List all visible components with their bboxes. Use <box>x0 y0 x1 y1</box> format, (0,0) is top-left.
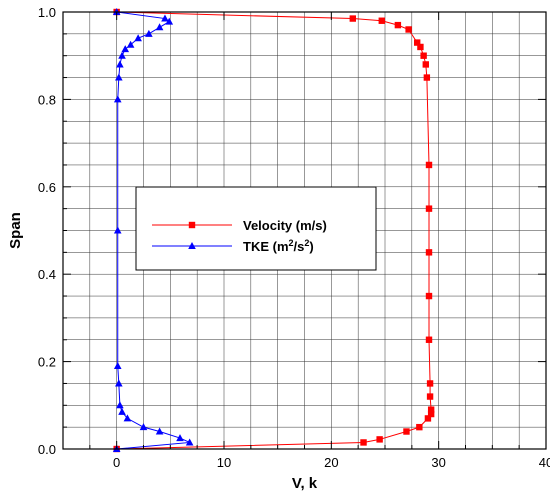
tke-point <box>139 423 148 431</box>
legend-velocity-label: Velocity (m/s) <box>243 218 327 233</box>
tke-point <box>176 434 184 442</box>
y-tick-label: 0.0 <box>38 442 56 457</box>
tke-point <box>155 427 164 435</box>
x-axis-label: V, k <box>292 475 318 492</box>
velocity-point <box>426 380 434 387</box>
ticks: 0 10 20 30 40 0.0 0.2 0.4 0.6 0.8 1.0 <box>38 5 550 470</box>
tke-point <box>115 73 123 81</box>
velocity-point <box>422 61 429 68</box>
tke-point <box>118 407 126 415</box>
x-tick-label: 20 <box>324 455 338 470</box>
velocity-point <box>405 26 412 33</box>
velocity-point <box>378 17 385 24</box>
velocity-point <box>423 74 431 81</box>
velocity-point <box>376 436 383 443</box>
velocity-point <box>425 161 433 169</box>
tke-point <box>161 14 169 22</box>
y-tick-label: 0.4 <box>38 267 56 282</box>
legend-velocity-marker <box>188 221 196 229</box>
grid <box>63 12 546 449</box>
velocity-point <box>425 336 433 343</box>
tke-point <box>185 438 194 446</box>
tke-point <box>123 414 132 422</box>
tke-point <box>155 23 164 31</box>
tke-point <box>145 29 153 37</box>
x-tick-label: 40 <box>539 455 550 470</box>
velocity-point <box>394 21 402 29</box>
velocity-point <box>420 52 427 59</box>
velocity-point <box>427 410 435 418</box>
y-tick-label: 0.8 <box>38 92 56 107</box>
legend-box <box>135 186 377 271</box>
tke-series <box>112 8 194 452</box>
velocity-point <box>425 292 433 300</box>
y-tick-label: 1.0 <box>38 5 56 20</box>
velocity-point <box>360 439 367 446</box>
tke-point <box>121 45 130 53</box>
tke-point <box>116 60 124 68</box>
velocity-point <box>349 15 356 22</box>
velocity-point <box>427 406 435 413</box>
tke-point <box>115 379 123 387</box>
velocity-point <box>414 39 421 46</box>
x-tick-label: 30 <box>431 455 445 470</box>
velocity-point <box>416 423 423 431</box>
velocity-point <box>424 415 432 422</box>
y-tick-label: 0.6 <box>38 180 56 195</box>
velocity-point <box>403 428 410 435</box>
tke-point <box>116 401 124 409</box>
tke-point <box>165 17 174 25</box>
series-layer <box>112 8 435 453</box>
tke-point <box>113 95 122 103</box>
tke-point <box>113 361 122 369</box>
velocity-point <box>417 43 424 51</box>
velocity-point <box>425 249 433 256</box>
y-tick-label: 0.2 <box>38 355 56 370</box>
x-tick-label: 10 <box>217 455 231 470</box>
y-axis-label: Span <box>7 212 24 249</box>
legend-tke-marker <box>188 242 196 249</box>
tke-point <box>126 40 135 48</box>
velocity-point <box>426 393 434 400</box>
x-tick-label: 0 <box>113 455 120 470</box>
tke-point <box>134 34 142 42</box>
velocity-point <box>425 205 433 212</box>
legend: Velocity (m/s) TKE (m2/s2) <box>135 186 377 271</box>
tke-point <box>113 226 122 234</box>
tke-point <box>118 51 126 59</box>
legend-tke-label: TKE (m2/s2) <box>243 238 314 254</box>
